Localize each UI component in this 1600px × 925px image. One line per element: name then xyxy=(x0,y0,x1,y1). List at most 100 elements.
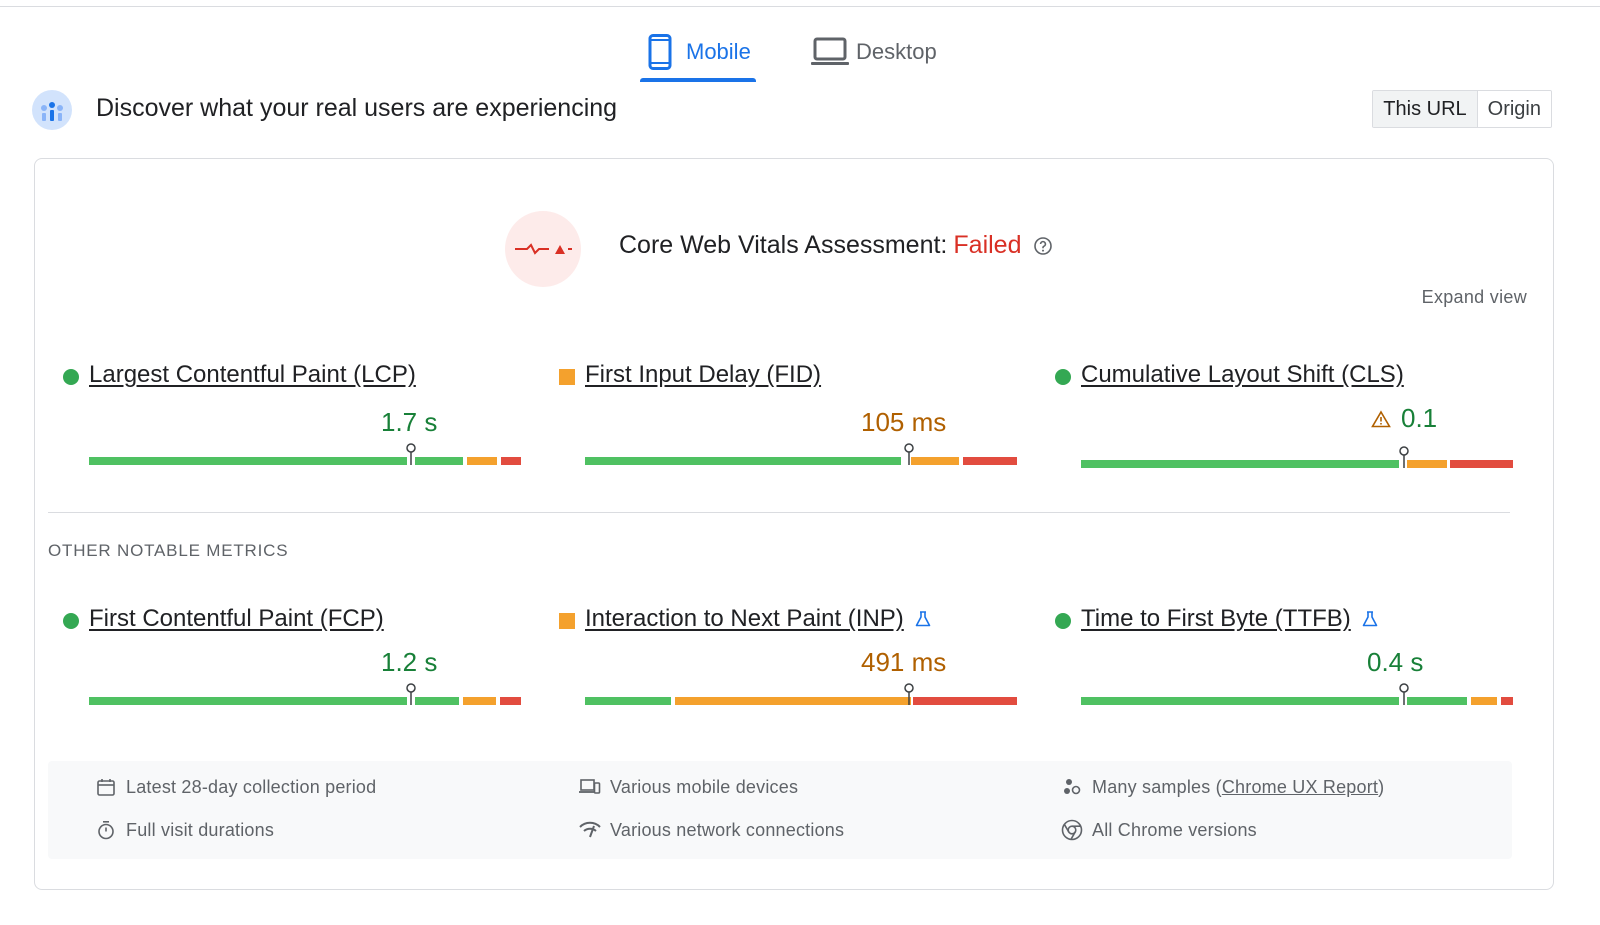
p75-marker-icon xyxy=(406,443,416,465)
expand-view-button[interactable]: Expand view xyxy=(1421,287,1527,307)
metric-name-link[interactable]: Time to First Byte (TTFB) xyxy=(1081,605,1379,633)
metric-name-link[interactable]: Interaction to Next Paint (INP) xyxy=(585,605,932,633)
core-web-vitals-card: Core Web Vitals Assessment: Failed Expan… xyxy=(34,158,1554,890)
samples-prefix: Many samples ( xyxy=(1092,776,1222,797)
needs-improvement-segment xyxy=(1471,697,1497,705)
network-text: Various network connections xyxy=(610,819,845,840)
poor-segment xyxy=(1450,460,1513,468)
needs-improvement-segment xyxy=(675,697,903,705)
calendar-icon xyxy=(94,775,118,799)
metric-lcp: Largest Contentful Paint (LCP) 1.7 s xyxy=(63,361,533,471)
distribution-bar xyxy=(1081,683,1513,705)
needs-improvement-segment xyxy=(467,457,497,465)
metric-value: 1.2 s xyxy=(381,647,438,677)
devices-icon xyxy=(578,775,602,799)
collection-period-item: Latest 28-day collection period xyxy=(94,775,376,799)
chrome-ux-report-link[interactable]: Chrome UX Report xyxy=(1221,776,1379,797)
needs-improvement-segment xyxy=(903,697,911,705)
distribution-bar xyxy=(585,683,1017,705)
metric-inp: Interaction to Next Paint (INP) 491 ms xyxy=(559,605,1029,715)
assessment-heading: Core Web Vitals Assessment: Failed xyxy=(619,231,1053,260)
assessment-status: Failed xyxy=(953,231,1022,259)
metric-value: 491 ms xyxy=(861,647,947,677)
devices-text: Various mobile devices xyxy=(610,776,799,797)
devices-item: Various mobile devices xyxy=(578,775,798,799)
experimental-flask-icon xyxy=(914,610,932,628)
tab-desktop-label: Desktop xyxy=(856,39,937,64)
experimental-flask-icon xyxy=(1361,610,1379,628)
chrome-logo-icon xyxy=(1060,818,1084,842)
metric-value-wrap: 0.1 xyxy=(1371,403,1437,434)
metric-fcp: First Contentful Paint (FCP) 1.2 s xyxy=(63,605,533,715)
poor-segment xyxy=(500,697,521,705)
metric-ttfb: Time to First Byte (TTFB) 0.4 s xyxy=(1055,605,1525,715)
distribution-bar xyxy=(585,443,1017,465)
origin-button[interactable]: Origin xyxy=(1477,91,1551,127)
metric-name: Interaction to Next Paint (INP) xyxy=(585,605,904,632)
metric-name-link[interactable]: Cumulative Layout Shift (CLS) xyxy=(1081,361,1404,389)
metric-cls: Cumulative Layout Shift (CLS) 0.1 xyxy=(1055,361,1525,471)
assessment-label: Core Web Vitals Assessment: xyxy=(619,231,948,259)
laptop-icon xyxy=(810,32,850,72)
distribution-bar xyxy=(1081,446,1513,468)
section-divider xyxy=(48,512,1510,513)
p75-marker-icon xyxy=(1399,683,1409,705)
metric-name: First Contentful Paint (FCP) xyxy=(89,605,384,632)
metric-value: 0.4 s xyxy=(1367,647,1424,677)
poor-segment xyxy=(913,697,1017,705)
device-tabs: Mobile Desktop xyxy=(0,22,1600,84)
good-segment xyxy=(585,457,901,465)
good-indicator-icon xyxy=(1055,613,1071,629)
good-indicator-icon xyxy=(63,613,79,629)
samples-dots-icon xyxy=(1060,775,1084,799)
url-origin-toggle: This URL Origin xyxy=(1372,90,1552,128)
network-item: Various network connections xyxy=(578,818,844,842)
active-tab-indicator xyxy=(640,78,756,82)
tab-mobile-label: Mobile xyxy=(686,39,751,64)
good-segment xyxy=(585,697,671,705)
poor-segment xyxy=(1501,697,1513,705)
poor-segment xyxy=(501,457,521,465)
p75-marker-icon xyxy=(904,683,914,705)
page-title: Discover what your real users are experi… xyxy=(96,94,618,122)
other-metrics-heading: OTHER NOTABLE METRICS xyxy=(48,541,289,560)
metric-name-link[interactable]: First Contentful Paint (FCP) xyxy=(89,605,384,633)
tab-desktop[interactable]: Desktop xyxy=(810,22,960,82)
top-divider xyxy=(0,6,1600,7)
metric-fid: First Input Delay (FID) 105 ms xyxy=(559,361,1029,471)
metric-value: 1.7 s xyxy=(381,407,438,437)
chrome-versions-text: All Chrome versions xyxy=(1092,819,1257,840)
metric-name: Largest Contentful Paint (LCP) xyxy=(89,361,416,388)
metric-name-link[interactable]: First Input Delay (FID) xyxy=(585,361,821,389)
needs-improvement-indicator-icon xyxy=(559,369,575,385)
this-url-button[interactable]: This URL xyxy=(1373,91,1478,127)
good-indicator-icon xyxy=(1055,369,1071,385)
good-segment xyxy=(1407,697,1467,705)
needs-improvement-segment xyxy=(1407,460,1447,468)
field-data-header: Discover what your real users are experi… xyxy=(32,88,1552,134)
metric-name: Cumulative Layout Shift (CLS) xyxy=(1081,361,1404,388)
good-segment xyxy=(1081,460,1399,468)
tab-mobile[interactable]: Mobile xyxy=(640,22,756,82)
distribution-bar xyxy=(89,683,521,705)
metric-name-link[interactable]: Largest Contentful Paint (LCP) xyxy=(89,361,416,389)
good-segment xyxy=(415,697,459,705)
p75-marker-icon xyxy=(406,683,416,705)
network-signal-icon xyxy=(578,818,602,842)
p75-marker-icon xyxy=(904,443,914,465)
good-segment xyxy=(89,457,407,465)
poor-segment xyxy=(963,457,1017,465)
metric-value: 105 ms xyxy=(861,407,947,437)
warning-icon xyxy=(1371,409,1391,427)
p75-marker-icon xyxy=(1399,446,1409,468)
failed-assessment-icon xyxy=(505,211,581,287)
good-segment xyxy=(415,457,463,465)
needs-improvement-indicator-icon xyxy=(559,613,575,629)
data-source-info: Latest 28-day collection period Full vis… xyxy=(48,761,1512,859)
samples-suffix: ) xyxy=(1378,776,1385,797)
collection-period-text: Latest 28-day collection period xyxy=(126,776,377,797)
smartphone-icon xyxy=(640,32,680,72)
needs-improvement-segment xyxy=(463,697,496,705)
samples-item: Many samples (Chrome UX Report) xyxy=(1060,775,1384,799)
help-icon[interactable] xyxy=(1033,236,1053,256)
